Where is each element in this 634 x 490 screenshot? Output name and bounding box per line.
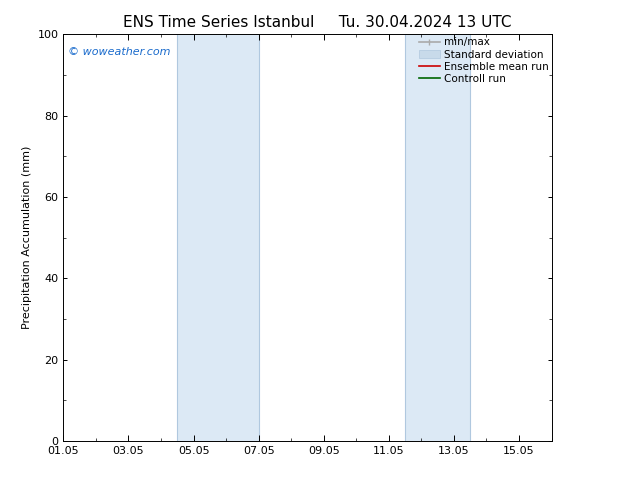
Text: ENS Time Series Istanbul     Tu. 30.04.2024 13 UTC: ENS Time Series Istanbul Tu. 30.04.2024 … — [123, 15, 511, 30]
Bar — [405, 34, 470, 441]
Text: © woweather.com: © woweather.com — [68, 47, 171, 56]
Y-axis label: Precipitation Accumulation (mm): Precipitation Accumulation (mm) — [22, 146, 32, 329]
Bar — [178, 34, 259, 441]
Legend: min/max, Standard deviation, Ensemble mean run, Controll run: min/max, Standard deviation, Ensemble me… — [418, 37, 548, 84]
